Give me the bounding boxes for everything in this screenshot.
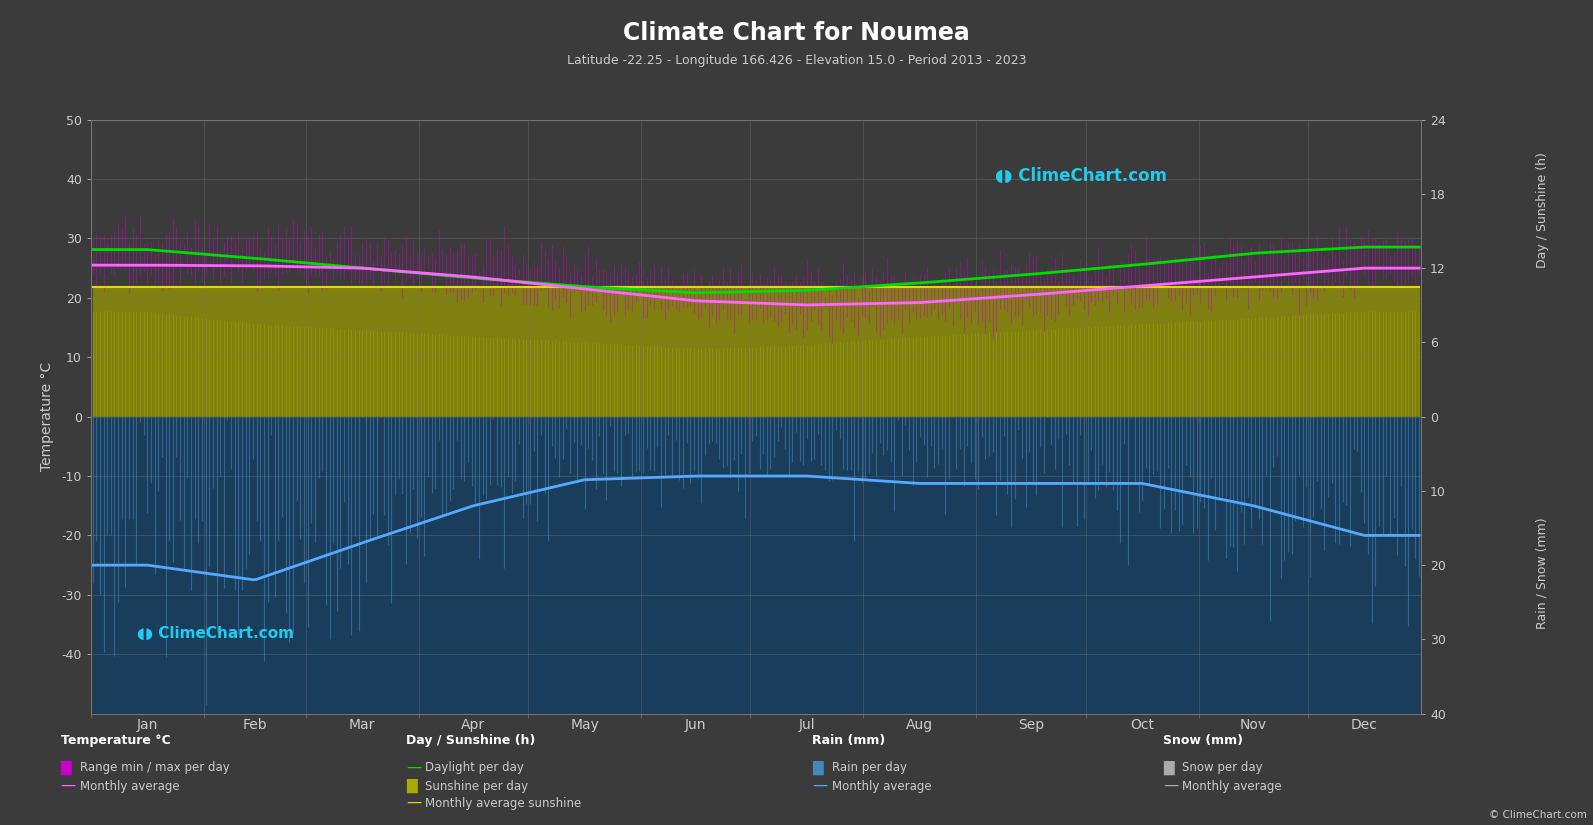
Text: Day / Sunshine (h): Day / Sunshine (h) bbox=[406, 734, 535, 747]
Text: Daylight per day: Daylight per day bbox=[425, 761, 524, 775]
Text: —: — bbox=[406, 759, 422, 775]
Text: —: — bbox=[406, 794, 422, 810]
Text: —: — bbox=[1163, 777, 1179, 793]
Text: Rain (mm): Rain (mm) bbox=[812, 734, 886, 747]
Text: ◖◗ ClimeChart.com: ◖◗ ClimeChart.com bbox=[996, 167, 1168, 185]
Text: ◖◗ ClimeChart.com: ◖◗ ClimeChart.com bbox=[137, 626, 295, 641]
Text: © ClimeChart.com: © ClimeChart.com bbox=[1489, 810, 1587, 820]
Text: Monthly average sunshine: Monthly average sunshine bbox=[425, 797, 581, 810]
Text: Temperature °C: Temperature °C bbox=[61, 734, 170, 747]
Text: █: █ bbox=[812, 761, 824, 775]
Text: Snow per day: Snow per day bbox=[1182, 761, 1263, 775]
Text: █: █ bbox=[61, 761, 72, 775]
Text: Day / Sunshine (h): Day / Sunshine (h) bbox=[1536, 153, 1548, 268]
Text: █: █ bbox=[406, 779, 417, 793]
Text: Latitude -22.25 - Longitude 166.426 - Elevation 15.0 - Period 2013 - 2023: Latitude -22.25 - Longitude 166.426 - El… bbox=[567, 54, 1026, 67]
Text: Climate Chart for Noumea: Climate Chart for Noumea bbox=[623, 21, 970, 45]
Text: Range min / max per day: Range min / max per day bbox=[80, 761, 229, 775]
Text: Rain / Snow (mm): Rain / Snow (mm) bbox=[1536, 517, 1548, 629]
Text: Sunshine per day: Sunshine per day bbox=[425, 780, 529, 793]
Text: —: — bbox=[812, 777, 828, 793]
Text: Monthly average: Monthly average bbox=[1182, 780, 1282, 793]
Text: Monthly average: Monthly average bbox=[80, 780, 180, 793]
Text: Rain per day: Rain per day bbox=[832, 761, 906, 775]
Text: Monthly average: Monthly average bbox=[832, 780, 932, 793]
Text: Snow (mm): Snow (mm) bbox=[1163, 734, 1243, 747]
Text: █: █ bbox=[1163, 761, 1174, 775]
Text: —: — bbox=[61, 777, 76, 793]
Y-axis label: Temperature °C: Temperature °C bbox=[40, 362, 54, 471]
